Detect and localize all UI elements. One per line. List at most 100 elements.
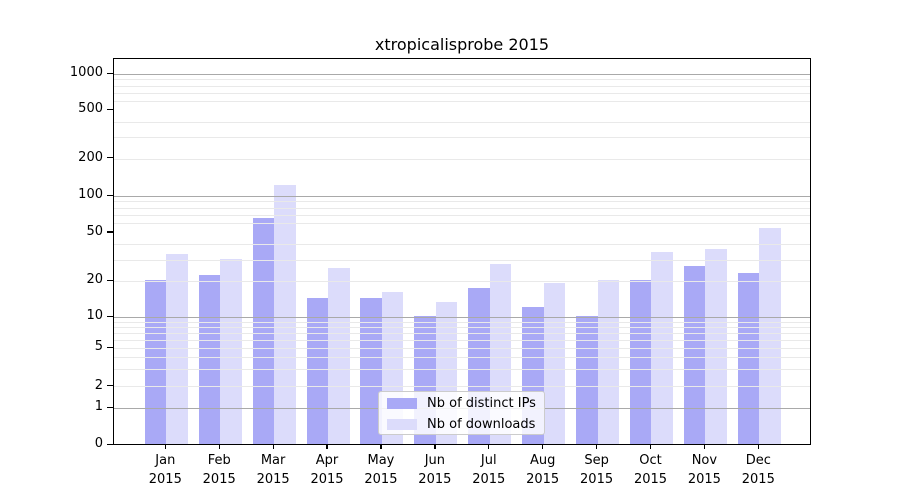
x-tick-label-oct: Oct 2015 xyxy=(618,451,682,489)
month-label: Jul xyxy=(480,453,497,468)
y-tick-mark-200 xyxy=(107,157,113,159)
legend-label-distinct-ips: Nb of distinct IPs xyxy=(427,395,536,411)
month-label: Apr xyxy=(315,453,339,468)
x-tick-label-apr: Apr 2015 xyxy=(295,451,359,489)
bar-apr-downloads xyxy=(328,268,350,444)
bar-dec-downloads xyxy=(759,227,781,444)
x-tick-mark-aug xyxy=(542,444,544,449)
bar-dec-distinct-ips xyxy=(737,272,760,444)
y-tick-mark-20 xyxy=(107,279,113,281)
y-tick-mark-10 xyxy=(107,315,113,317)
month-label: Jan xyxy=(155,453,176,468)
x-tick-label-dec: Dec 2015 xyxy=(726,451,790,489)
bar-feb-distinct-ips xyxy=(198,274,221,444)
bar-sep-distinct-ips xyxy=(576,316,598,444)
legend-label-downloads: Nb of downloads xyxy=(427,416,536,432)
y-tick-mark-100 xyxy=(107,194,113,196)
year-label: 2015 xyxy=(202,472,236,487)
y-tick-label-200: 200 xyxy=(78,149,103,165)
x-tick-label-may: May 2015 xyxy=(349,451,413,489)
year-label: 2015 xyxy=(633,472,668,487)
x-tick-label-jul: Jul 2015 xyxy=(457,451,521,489)
bar-may-distinct-ips xyxy=(360,298,382,444)
minor-gridline-80 xyxy=(114,207,810,209)
month-label: Sep xyxy=(584,453,609,468)
y-tick-label-5: 5 xyxy=(94,339,103,355)
x-tick-mark-feb xyxy=(218,444,220,449)
y-tick-label-50: 50 xyxy=(86,224,103,239)
bar-nov-downloads xyxy=(705,248,727,444)
x-tick-label-mar: Mar 2015 xyxy=(241,451,305,489)
x-tick-label-sep: Sep 2015 xyxy=(565,451,629,489)
month-label: May xyxy=(367,453,395,468)
minor-gridline-900 xyxy=(114,79,810,81)
plot-area xyxy=(113,58,811,445)
month-label: Oct xyxy=(639,453,662,468)
y-tick-label-0: 0 xyxy=(94,436,103,452)
x-tick-mark-jul xyxy=(488,444,490,449)
month-label: Feb xyxy=(207,453,231,468)
y-tick-label-10: 10 xyxy=(86,308,103,324)
x-tick-label-feb: Feb 2015 xyxy=(187,451,251,489)
y-tick-label-500: 500 xyxy=(78,101,103,117)
x-tick-mark-dec xyxy=(757,444,759,449)
major-gridline-1000 xyxy=(114,74,810,76)
bar-sep-downloads xyxy=(597,279,620,444)
x-tick-mark-sep xyxy=(595,444,598,449)
year-label: 2015 xyxy=(310,472,344,487)
year-label: 2015 xyxy=(741,472,775,487)
minor-gridline-70 xyxy=(114,214,810,216)
bar-mar-distinct-ips xyxy=(252,217,275,444)
year-label: 2015 xyxy=(148,472,182,487)
y-tick-label-20: 20 xyxy=(86,272,103,288)
x-tick-mark-jun xyxy=(434,444,436,449)
x-tick-mark-nov xyxy=(703,444,706,449)
minor-gridline-40 xyxy=(114,244,810,246)
minor-gridline-400 xyxy=(114,121,810,123)
y-tick-label-1: 1 xyxy=(94,399,103,415)
bar-jan-distinct-ips xyxy=(144,279,167,444)
minor-gridline-200 xyxy=(114,158,810,160)
y-tick-label-1000: 1000 xyxy=(69,65,103,81)
minor-gridline-60 xyxy=(114,223,810,225)
year-label: 2015 xyxy=(418,472,452,487)
bar-apr-distinct-ips xyxy=(306,298,329,444)
minor-gridline-300 xyxy=(114,137,810,139)
legend: Nb of distinct IPs Nb of downloads xyxy=(378,391,545,435)
x-tick-mark-oct xyxy=(649,444,652,449)
month-label: Nov xyxy=(691,453,718,468)
y-tick-mark-0 xyxy=(107,443,113,445)
y-tick-label-100: 100 xyxy=(78,187,103,203)
y-tick-mark-1000 xyxy=(107,72,113,74)
month-label: Mar xyxy=(260,453,286,468)
y-tick-mark-50 xyxy=(107,231,113,233)
bar-feb-downloads xyxy=(220,258,242,444)
x-tick-label-jan: Jan 2015 xyxy=(133,451,197,489)
legend-row-downloads: Nb of downloads xyxy=(379,414,544,434)
bar-mar-downloads xyxy=(274,185,296,444)
bar-oct-downloads xyxy=(651,252,673,444)
bar-nov-distinct-ips xyxy=(683,266,706,444)
chart-title: xtropicalisprobe 2015 xyxy=(374,35,550,54)
minor-gridline-800 xyxy=(114,85,810,87)
x-tick-label-aug: Aug 2015 xyxy=(511,451,575,489)
minor-gridline-600 xyxy=(114,100,810,102)
minor-gridline-700 xyxy=(114,92,810,94)
year-label: 2015 xyxy=(472,472,506,487)
legend-swatch-downloads xyxy=(387,418,417,430)
y-tick-label-2: 2 xyxy=(94,377,103,393)
month-label: Dec xyxy=(745,453,771,468)
x-tick-label-jun: Jun 2015 xyxy=(403,451,467,489)
x-tick-mark-jan xyxy=(164,444,166,449)
major-gridline-100 xyxy=(114,195,810,198)
x-tick-mark-mar xyxy=(272,444,274,449)
legend-row-distinct-ips: Nb of distinct IPs xyxy=(379,393,544,413)
x-tick-mark-may xyxy=(380,444,382,449)
year-label: 2015 xyxy=(364,472,398,487)
minor-gridline-90 xyxy=(114,201,810,203)
month-label: Jun xyxy=(424,453,445,468)
bar-aug-downloads xyxy=(543,282,566,444)
bar-jan-downloads xyxy=(166,253,188,444)
y-tick-mark-2 xyxy=(107,384,113,387)
